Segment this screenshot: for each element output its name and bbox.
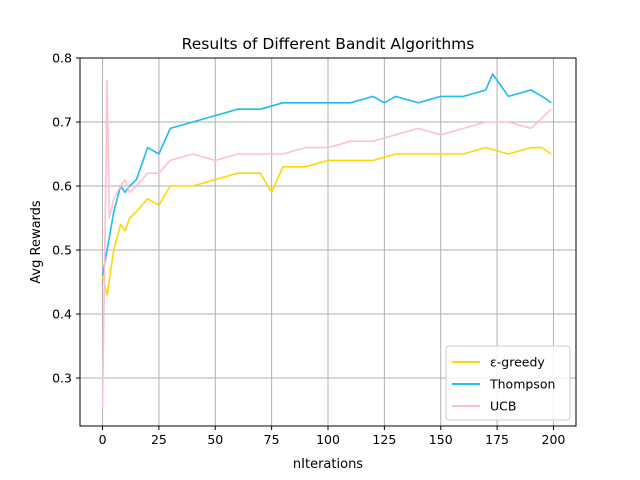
x-tick-label: 150 [429, 432, 453, 447]
x-tick-label: 175 [485, 432, 509, 447]
y-tick-label: 0.5 [52, 243, 72, 258]
x-tick-label: 50 [207, 432, 223, 447]
series-line-1 [101, 73, 552, 276]
y-tick-label: 0.3 [52, 371, 72, 386]
y-tick-label: 0.4 [52, 307, 72, 322]
x-tick-label: 200 [542, 432, 566, 447]
legend-label-1: Thompson [489, 377, 555, 392]
legend: ε-greedy Thompson UCB [445, 345, 571, 421]
y-tick-label: 0.6 [52, 179, 72, 194]
x-tick-label: 75 [264, 432, 280, 447]
legend-label-0: ε-greedy [490, 355, 545, 370]
x-tick-label: 100 [316, 432, 340, 447]
x-tick-label: 125 [372, 432, 396, 447]
x-axis-label: nIterations [293, 457, 363, 472]
series-lines [101, 73, 552, 411]
legend-box [445, 345, 571, 421]
y-axis: 0.3 0.4 0.5 0.6 0.7 0.8 [52, 51, 80, 386]
y-axis-label: Avg Rewards [29, 200, 44, 284]
x-tick-label: 25 [151, 432, 167, 447]
legend-label-2: UCB [490, 399, 516, 414]
y-tick-label: 0.7 [52, 115, 72, 130]
series-line-2 [101, 79, 552, 411]
series-line-0 [101, 146, 552, 296]
chart-title: Results of Different Bandit Algorithms [182, 35, 475, 53]
y-tick-label: 0.8 [52, 51, 72, 66]
x-tick-label: 0 [99, 432, 107, 447]
x-axis: 0 25 50 75 100 125 150 175 200 [99, 426, 566, 447]
